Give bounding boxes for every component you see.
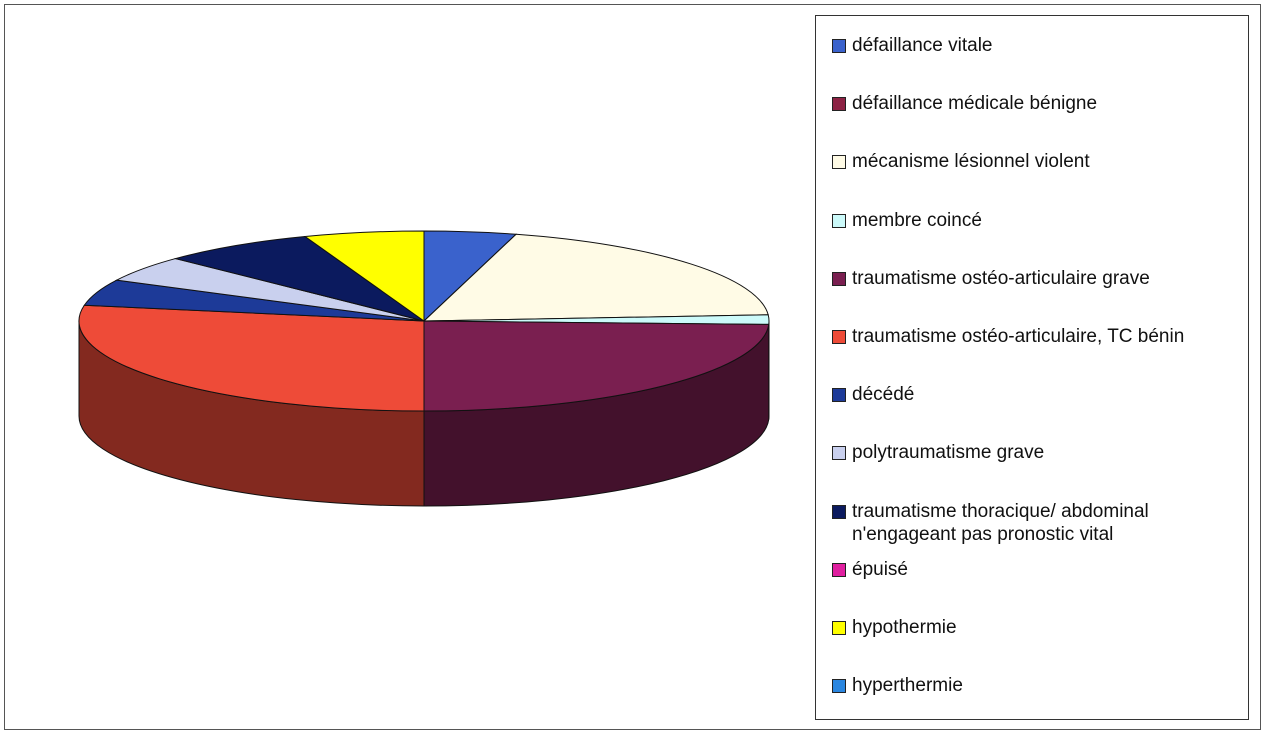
legend-swatch: [832, 504, 846, 519]
legend-item: décédé: [832, 383, 1237, 406]
legend-label: défaillance vitale: [852, 35, 993, 56]
legend-swatch: [832, 330, 846, 344]
legend-label: traumatisme ostéo-articulaire grave: [852, 267, 1150, 289]
legend-item: polytraumatisme grave: [832, 441, 1237, 464]
legend-swatch: [832, 562, 846, 577]
legend-label: défaillance médicale bénigne: [852, 93, 1098, 115]
legend: défaillance vitale défaillance médicale b…: [815, 15, 1249, 720]
legend-label: traumatisme ostéo-articulaire, TC bénin: [852, 326, 1185, 347]
legend-swatch: [832, 621, 846, 635]
legend-item: hyperthermie: [832, 674, 1237, 697]
legend-swatch: [832, 271, 846, 286]
legend-label: mécanisme lésionnel violent: [852, 151, 1090, 173]
legend-swatch: [832, 446, 846, 461]
legend-label: polytraumatisme grave: [852, 442, 1045, 464]
legend-item: traumatisme thoracique/ abdominal n'enga…: [832, 500, 1237, 546]
pie-slice: [173, 235, 425, 322]
legend-swatch: [832, 679, 846, 694]
legend-item: traumatisme ostéo-articulaire, TC bénin: [832, 325, 1237, 348]
legend-label: traumatisme thoracique/ abdominal n'enga…: [852, 500, 1149, 545]
legend-item: défaillance médicale bénigne: [832, 92, 1237, 115]
pie-chart: [78, 230, 770, 507]
legend-swatch: [832, 213, 846, 228]
legend-label: hyperthermie: [852, 675, 963, 697]
legend-swatch: [832, 97, 846, 112]
legend-item: membre coincé: [832, 209, 1237, 232]
legend-swatch: [832, 39, 846, 53]
legend-item: épuisé: [832, 558, 1237, 581]
legend-item: défaillance vitale: [832, 34, 1237, 57]
legend-label: décédé: [852, 384, 915, 406]
legend-swatch: [832, 388, 846, 403]
legend-label: hypothermie: [852, 617, 957, 638]
pie-slice: [422, 233, 769, 322]
pie-slice: [423, 320, 770, 412]
legend-swatch: [832, 155, 846, 170]
legend-label: épuisé: [852, 558, 908, 580]
legend-item: hypothermie: [832, 616, 1237, 639]
pie-slice: [78, 304, 425, 412]
chart-frame: défaillance vitale défaillance médicale b…: [4, 4, 1261, 730]
legend-item: traumatisme ostéo-articulaire grave: [832, 267, 1237, 290]
legend-item: mécanisme lésionnel violent: [832, 150, 1237, 173]
legend-label: membre coincé: [852, 209, 982, 231]
